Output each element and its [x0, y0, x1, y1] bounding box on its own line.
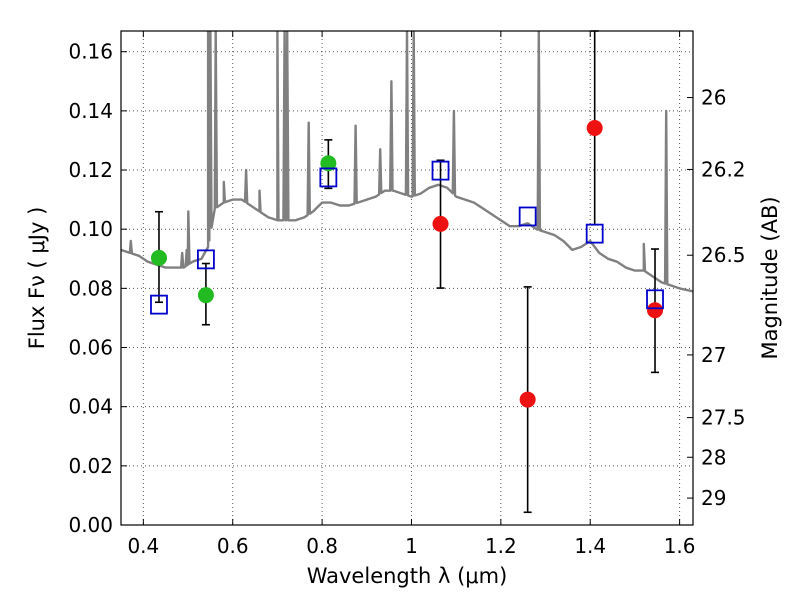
y-tick-label: 0.08: [68, 276, 113, 300]
model-square-marker: [585, 223, 604, 244]
right-tick-label: 27: [701, 343, 726, 367]
right-tick-label: 28: [701, 445, 726, 469]
model-square-marker: [150, 294, 168, 315]
model-square-marker: [431, 160, 450, 181]
red-data-point: [586, 120, 603, 137]
green-data-point: [320, 155, 337, 172]
model-square-marker: [197, 249, 215, 270]
green-data-point: [197, 287, 214, 304]
model-square-marker: [518, 206, 537, 227]
spectrum-line: [121, 31, 693, 293]
x-tick-label: 1: [405, 534, 418, 558]
y-tick-label: 0.06: [68, 336, 113, 360]
y-tick-label: 0.02: [68, 454, 113, 478]
plot-frame: [120, 30, 694, 526]
x-tick-label: 0.4: [127, 534, 159, 558]
x-tick-label: 0.6: [217, 534, 249, 558]
x-tick-label: 1.2: [485, 534, 517, 558]
y-tick-label: 0.00: [68, 513, 113, 537]
right-tick-label: 27.5: [701, 406, 746, 430]
axis-ticks: 0.4 0.6 0.8 1 1.2 1.4 1.6 0.00 0.02 0.04 0.06 0.08 0…: [68, 31, 746, 558]
green-data-point: [150, 249, 167, 266]
model-square-marker: [319, 167, 338, 188]
right-tick-label: 26: [701, 86, 726, 110]
red-data-point: [647, 302, 664, 319]
red-data-point: [519, 391, 536, 408]
y-tick-label: 0.12: [68, 158, 113, 182]
right-tick-label: 29: [701, 486, 726, 510]
red-data-point: [432, 215, 449, 232]
y-axis-title: Flux Fν ( μJy ): [25, 207, 49, 350]
model-square-marker: [646, 289, 664, 310]
y-tick-label: 0.14: [68, 99, 113, 123]
y-tick-label: 0.16: [68, 40, 113, 64]
right-tick-label: 26.2: [701, 157, 746, 181]
right-axis-title: Magnitude (AB): [758, 196, 782, 359]
x-axis-title: Wavelength λ (μm): [307, 564, 508, 588]
model-spectrum: [121, 31, 693, 293]
y-tick-label: 0.10: [68, 217, 113, 241]
y-tick-label: 0.04: [68, 395, 113, 419]
right-tick-label: 26.5: [701, 243, 746, 267]
x-tick-label: 1.6: [664, 534, 696, 558]
x-tick-label: 1.4: [574, 534, 606, 558]
x-tick-label: 0.8: [306, 534, 338, 558]
data-points: [150, 120, 664, 408]
